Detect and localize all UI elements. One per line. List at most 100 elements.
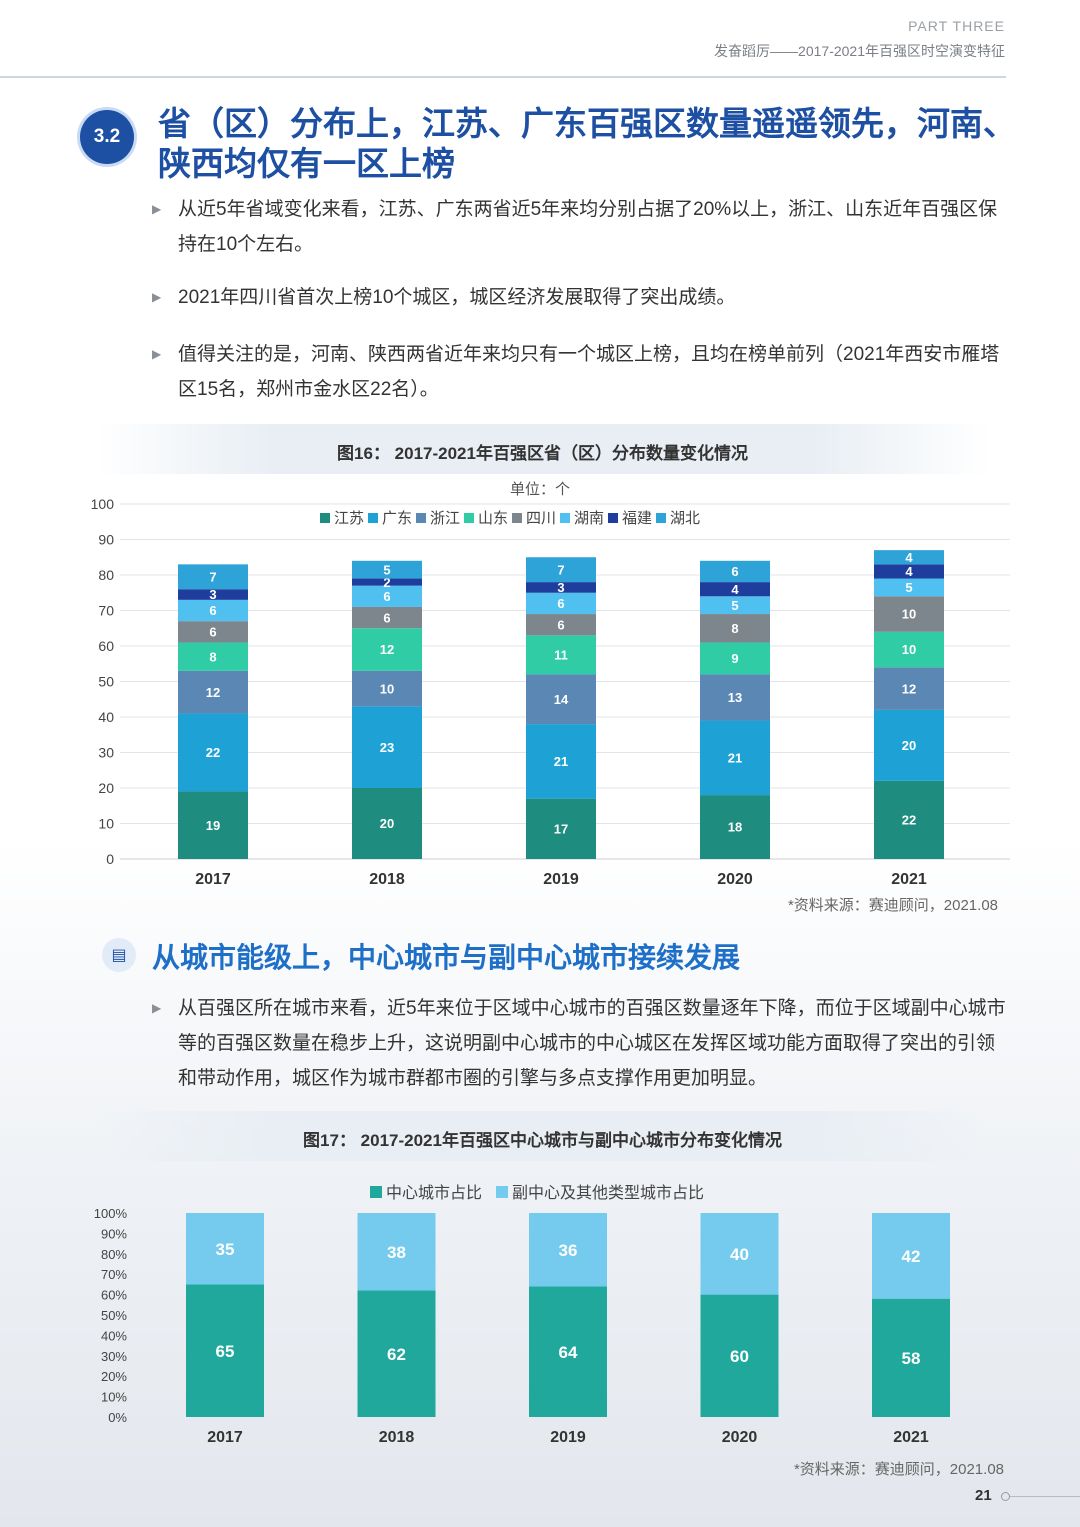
bar-value-label: 19 (206, 818, 220, 833)
bar-segment (700, 614, 770, 643)
x-category-label: 2021 (891, 871, 927, 888)
bar-segment (526, 582, 596, 593)
bar-segment (874, 596, 944, 632)
bar-segment (526, 592, 596, 615)
bar-value-label: 42 (902, 1247, 921, 1266)
bullet-triangle-icon: ▶ (152, 202, 162, 216)
y-tick-label: 70 (98, 603, 114, 619)
page-line (1010, 1496, 1080, 1497)
bar-segment (526, 614, 596, 636)
legend-label: 副中心及其他类型城市占比 (512, 1184, 704, 1202)
bar-segment (178, 642, 248, 671)
bar-value-label: 13 (728, 690, 742, 705)
bullet-triangle-icon: ▶ (152, 1001, 162, 1015)
bar-value-label: 64 (559, 1343, 578, 1362)
bar-value-label: 6 (557, 596, 564, 611)
bullet-1-text: 从近5年省域变化来看，江苏、广东两省近5年来均分别占据了20%以上，浙江、山东近… (178, 199, 998, 255)
x-category-label: 2017 (195, 871, 231, 888)
bar-value-label: 7 (209, 569, 216, 584)
x-category-label: 2019 (543, 871, 579, 888)
x-category-label: 2021 (893, 1429, 929, 1446)
bullet-triangle-icon: ▶ (152, 347, 162, 361)
bar-value-label: 5 (383, 562, 390, 577)
bar-segment (874, 709, 944, 781)
bar-segment (700, 1294, 779, 1417)
bar-value-label: 6 (209, 624, 216, 639)
figure16-unit: 单位：个 (509, 481, 570, 498)
figure16-title: 图16： 2017-2021年百强区省（区）分布数量变化情况 (337, 444, 748, 463)
bar-segment (700, 674, 770, 721)
x-category-label: 2018 (369, 871, 405, 888)
figure17-title: 图17： 2017-2021年百强区中心城市与副中心城市分布变化情况 (303, 1131, 782, 1150)
y-tick-label: 40 (98, 709, 114, 725)
bar-value-label: 17 (554, 822, 568, 837)
bar-value-label: 18 (728, 820, 742, 835)
y-tick-label: 0% (108, 1410, 127, 1425)
legend-label: 湖北 (670, 510, 700, 527)
bar-value-label: 2 (383, 575, 390, 590)
legend-label: 湖南 (574, 510, 604, 527)
bar-segment (178, 599, 248, 622)
sub-heading-icon: ▤ (102, 938, 136, 972)
y-tick-label: 50 (98, 674, 114, 690)
bullet-3: ▶ 值得关注的是，河南、陕西两省近年来均只有一个城区上榜，且均在榜单前列（202… (152, 337, 1010, 407)
legend-swatch (560, 513, 570, 523)
bar-value-label: 6 (731, 564, 738, 579)
y-tick-label: 20 (98, 780, 114, 796)
bar-value-label: 6 (209, 603, 216, 618)
y-tick-label: 70% (101, 1267, 127, 1282)
figure17-title-band: 图17： 2017-2021年百强区中心城市与副中心城市分布变化情况 (95, 1111, 990, 1161)
bar-segment (352, 788, 422, 859)
bar-value-label: 36 (559, 1241, 578, 1260)
figure16-chart: 0 10 20 30 40 50 60 70 80 90 100 江苏 广东 浙江 山东 四川 湖南 福建 湖北 19… (91, 496, 1010, 888)
bar-value-label: 12 (206, 685, 220, 700)
bar-value-label: 6 (557, 617, 564, 632)
bar-segment (178, 621, 248, 643)
bullet-4: ▶ 从百强区所在城市来看，近5年来位于区域中心城市的百强区数量逐年下降，而位于区… (152, 991, 1010, 1096)
bar-segment (529, 1286, 607, 1417)
bar-segment (700, 596, 770, 615)
bar-value-label: 20 (380, 816, 394, 831)
bar-segment (352, 585, 422, 607)
bar-segment (352, 578, 422, 586)
bar-value-label: 6 (383, 589, 390, 604)
y-tick-label: 60 (98, 638, 114, 654)
y-tick-label: 40% (101, 1328, 127, 1343)
legend-label: 中心城市占比 (386, 1184, 482, 1202)
bar-value-label: 14 (554, 692, 569, 707)
bar-value-label: 7 (557, 562, 564, 577)
y-tick-label: 100% (94, 1206, 128, 1221)
bar-value-label: 21 (728, 751, 742, 766)
header-part-label: PART THREE (908, 18, 1005, 34)
bar-value-label: 12 (380, 642, 394, 657)
bar-segment (700, 795, 770, 859)
figure16-source: *资料来源：赛迪顾问，2021.08 (787, 897, 998, 914)
bar-segment (178, 589, 248, 600)
bar-value-label: 21 (554, 754, 568, 769)
y-tick-label: 50% (101, 1308, 127, 1323)
legend-swatch (464, 513, 474, 523)
legend-swatch (496, 1186, 508, 1198)
bar-value-label: 6 (383, 610, 390, 625)
bar-value-label: 8 (209, 649, 216, 664)
bar-segment (352, 606, 422, 629)
bar-segment (872, 1213, 950, 1299)
bar-value-label: 12 (902, 681, 916, 696)
bar-value-label: 9 (731, 651, 738, 666)
y-tick-label: 20% (101, 1369, 127, 1384)
legend-swatch (512, 513, 522, 523)
x-category-label: 2020 (722, 1429, 758, 1446)
bullet-3-text: 值得关注的是，河南、陕西两省近年来均只有一个城区上榜，且均在榜单前列（2021年… (178, 344, 1000, 400)
bar-segment (526, 798, 596, 859)
bar-segment (352, 628, 422, 671)
y-tick-label: 80 (98, 567, 114, 583)
bar-value-label: 4 (731, 582, 739, 597)
bullet-2: ▶ 2021年四川省首次上榜10个城区，城区经济发展取得了突出成绩。 (152, 280, 1010, 315)
bullet-2-text: 2021年四川省首次上榜10个城区，城区经济发展取得了突出成绩。 (178, 287, 736, 308)
bar-segment (700, 720, 770, 796)
legend-swatch (656, 513, 666, 523)
legend-label: 广东 (382, 510, 412, 527)
bar-value-label: 3 (209, 587, 216, 602)
bar-value-label: 4 (905, 550, 913, 565)
bar-segment (700, 642, 770, 675)
